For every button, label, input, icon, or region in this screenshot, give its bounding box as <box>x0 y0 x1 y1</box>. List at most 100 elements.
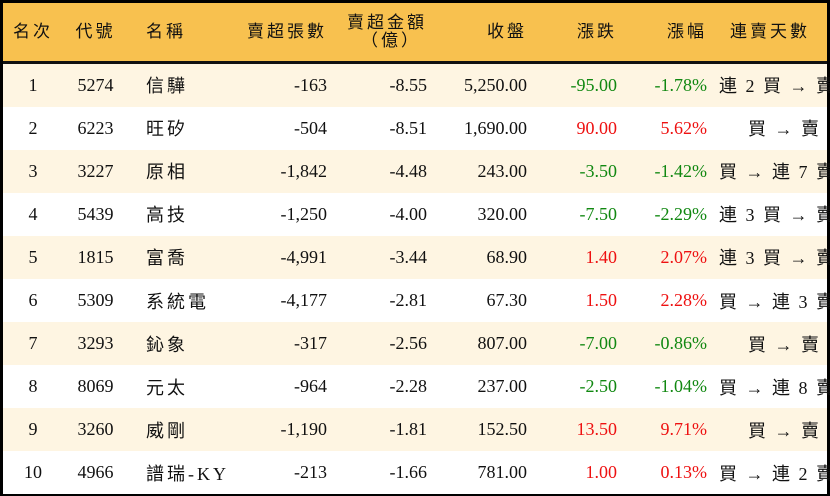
cell-close: 68.90 <box>486 246 528 267</box>
cell-net-sell-shares: -317 <box>294 333 327 354</box>
cell-rank: 7 <box>28 333 38 354</box>
cell-net-sell-shares: -1,190 <box>280 419 328 440</box>
cell-net-sell-shares: -1,842 <box>280 160 328 181</box>
cell-rank: 2 <box>28 117 38 138</box>
cell-code: 4966 <box>77 462 114 483</box>
cell-name: 系統電 <box>146 291 209 312</box>
header-net-sell-amount: 賣超金額 （億） <box>333 3 433 62</box>
cell-net-sell-amount: -4.48 <box>389 160 428 181</box>
net-sell-ranking-table: 名次 代號 名稱 賣超張數 賣超金額 （億） 收盤 漲跌 漲幅 連賣天數 1 5… <box>3 3 830 495</box>
cell-net-sell-amount: -2.81 <box>389 290 428 311</box>
cell-rank: 9 <box>28 419 38 440</box>
cell-change-pct: -1.42% <box>654 160 708 181</box>
table-row: 8 8069 元太 -964 -2.28 237.00 -2.50 -1.04%… <box>3 365 830 409</box>
cell-code: 1815 <box>77 246 114 267</box>
cell-rank: 10 <box>24 462 42 483</box>
cell-name: 高技 <box>146 205 188 226</box>
cell-rank: 4 <box>28 203 38 224</box>
cell-net-sell-amount: -8.55 <box>389 74 428 95</box>
cell-streak: 買 → 賣 <box>748 119 821 140</box>
table-row: 10 4966 譜瑞-KY -213 -1.66 781.00 1.00 0.1… <box>3 451 830 495</box>
cell-net-sell-amount: -2.56 <box>389 333 428 354</box>
header-close: 收盤 <box>487 21 527 41</box>
cell-change-pct: 0.13% <box>660 462 708 483</box>
cell-net-sell-amount: -4.00 <box>389 203 428 224</box>
cell-rank: 5 <box>28 246 38 267</box>
cell-close: 807.00 <box>477 333 528 354</box>
cell-name: 元太 <box>146 377 188 398</box>
cell-change-pct: -1.78% <box>654 74 708 95</box>
cell-close: 67.30 <box>486 290 528 311</box>
table-row: 6 5309 系統電 -4,177 -2.81 67.30 1.50 2.28%… <box>3 278 830 323</box>
cell-name: 信驊 <box>146 76 188 97</box>
cell-name: 威剛 <box>146 420 188 441</box>
cell-net-sell-amount: -1.81 <box>389 419 428 440</box>
cell-net-sell-shares: -213 <box>294 462 327 483</box>
table-row: 1 5274 信驊 -163 -8.55 5,250.00 -95.00 -1.… <box>3 62 830 107</box>
cell-name: 原相 <box>146 162 188 183</box>
cell-change-pct: 2.07% <box>660 246 708 267</box>
cell-net-sell-shares: -4,177 <box>280 290 328 311</box>
cell-change: -7.50 <box>579 203 618 224</box>
cell-change-pct: -2.29% <box>654 203 708 224</box>
table-row: 3 3227 原相 -1,842 -4.48 243.00 -3.50 -1.4… <box>3 149 830 193</box>
header-net-sell-amount-line2: （億） <box>361 30 421 50</box>
cell-change: 13.50 <box>576 419 618 440</box>
cell-change: -7.00 <box>579 333 618 354</box>
cell-name: 富喬 <box>146 248 188 269</box>
cell-net-sell-amount: -3.44 <box>389 246 428 267</box>
cell-close: 5,250.00 <box>464 74 527 95</box>
cell-code: 8069 <box>77 376 114 397</box>
cell-net-sell-amount: -8.51 <box>389 117 428 138</box>
cell-net-sell-shares: -1,250 <box>280 203 328 224</box>
cell-change-pct: -1.04% <box>654 376 708 397</box>
header-change: 漲跌 <box>577 21 617 41</box>
cell-name: 旺矽 <box>146 119 188 140</box>
cell-name: 譜瑞-KY <box>146 463 229 484</box>
header-net-sell-shares: 賣超張數 <box>247 21 327 41</box>
cell-change: -95.00 <box>570 74 618 95</box>
cell-code: 5439 <box>77 203 114 224</box>
cell-rank: 8 <box>28 376 38 397</box>
cell-streak: 買 → 連 7 賣 <box>719 162 830 183</box>
cell-change-pct: 2.28% <box>660 290 708 311</box>
table-row: 9 3260 威剛 -1,190 -1.81 152.50 13.50 9.71… <box>3 408 827 452</box>
cell-streak: 連 3 買 → 賣 <box>719 205 830 226</box>
cell-streak: 連 3 買 → 賣 <box>719 248 830 269</box>
cell-code: 5309 <box>77 290 114 311</box>
header-code: 代號 <box>75 21 116 41</box>
cell-change: 1.00 <box>585 462 618 483</box>
cell-net-sell-amount: -2.28 <box>389 376 428 397</box>
cell-close: 781.00 <box>477 462 528 483</box>
cell-rank: 1 <box>28 74 38 95</box>
header-net-sell-amount-line1: 賣超金額 <box>347 12 427 32</box>
cell-close: 320.00 <box>477 203 528 224</box>
cell-streak: 買 → 連 8 賣 <box>719 377 830 398</box>
cell-close: 1,690.00 <box>464 117 527 138</box>
cell-close: 243.00 <box>477 160 528 181</box>
cell-streak: 買 → 賣 <box>748 334 821 355</box>
cell-close: 152.50 <box>477 419 528 440</box>
cell-streak: 買 → 連 3 賣 <box>719 291 830 312</box>
table-row: 7 3293 鈊象 -317 -2.56 807.00 -7.00 -0.86%… <box>3 322 827 366</box>
cell-change-pct: 5.62% <box>660 117 708 138</box>
cell-net-sell-shares: -504 <box>294 117 327 138</box>
cell-streak: 買 → 連 2 賣 <box>719 463 830 484</box>
table-row: 4 5439 高技 -1,250 -4.00 320.00 -7.50 -2.2… <box>3 192 830 236</box>
cell-code: 3227 <box>77 160 114 181</box>
cell-net-sell-shares: -4,991 <box>280 246 328 267</box>
cell-change: 1.50 <box>585 290 618 311</box>
cell-name: 鈊象 <box>146 334 188 355</box>
cell-net-sell-shares: -163 <box>294 74 327 95</box>
cell-change: -2.50 <box>579 376 618 397</box>
cell-net-sell-amount: -1.66 <box>389 462 428 483</box>
header-name: 名稱 <box>146 21 186 41</box>
cell-code: 6223 <box>77 117 114 138</box>
table-row: 5 1815 富喬 -4,991 -3.44 68.90 1.40 2.07% … <box>3 235 830 279</box>
header-streak: 連賣天數 <box>730 21 810 41</box>
cell-change: 90.00 <box>576 117 618 138</box>
table-row: 2 6223 旺矽 -504 -8.51 1,690.00 90.00 5.62… <box>3 106 827 150</box>
cell-code: 5274 <box>77 74 114 95</box>
cell-net-sell-shares: -964 <box>294 376 327 397</box>
header-change-pct: 漲幅 <box>667 21 707 41</box>
